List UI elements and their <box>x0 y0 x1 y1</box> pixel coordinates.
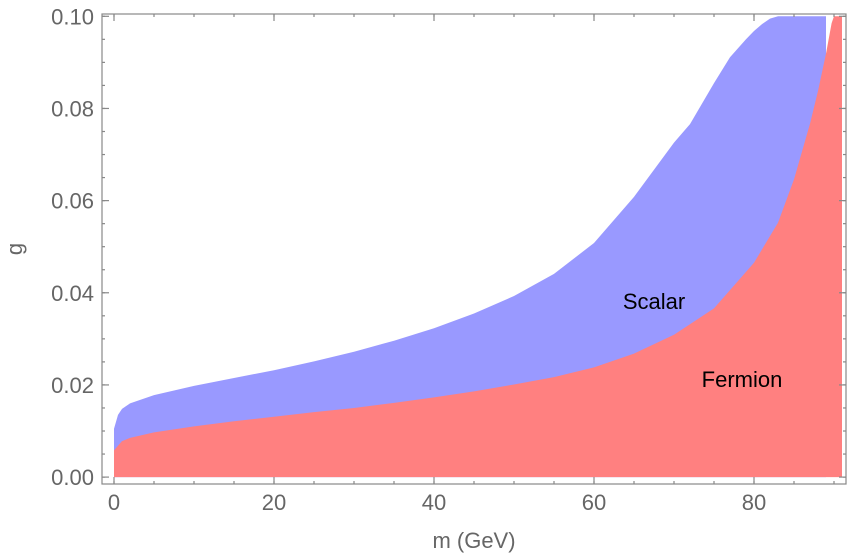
annotation-scalar: Scalar <box>623 289 685 314</box>
annotation-fermion: Fermion <box>702 367 783 392</box>
y-tick-label: 0.08 <box>51 96 94 121</box>
x-tick-label: 80 <box>742 490 766 515</box>
y-tick-label: 0.06 <box>51 189 94 214</box>
x-tick-label: 40 <box>422 490 446 515</box>
regions <box>114 16 842 478</box>
x-axis-label: m (GeV) <box>432 528 515 553</box>
x-tick-label: 0 <box>108 490 120 515</box>
x-tick-label: 60 <box>582 490 606 515</box>
region-fermion <box>114 16 842 478</box>
x-tick-label: 20 <box>262 490 286 515</box>
y-tick-label: 0.02 <box>51 373 94 398</box>
y-tick-label: 0.10 <box>51 4 94 29</box>
y-tick-label: 0.04 <box>51 281 94 306</box>
y-tick-label: 0.00 <box>51 465 94 490</box>
ticks: 0 20 40 60 80 0.00 0.02 0.04 0.06 0.08 0.10 <box>51 4 846 515</box>
labels: Scalar Fermion <box>623 289 783 392</box>
y-axis-label: g <box>2 243 27 255</box>
